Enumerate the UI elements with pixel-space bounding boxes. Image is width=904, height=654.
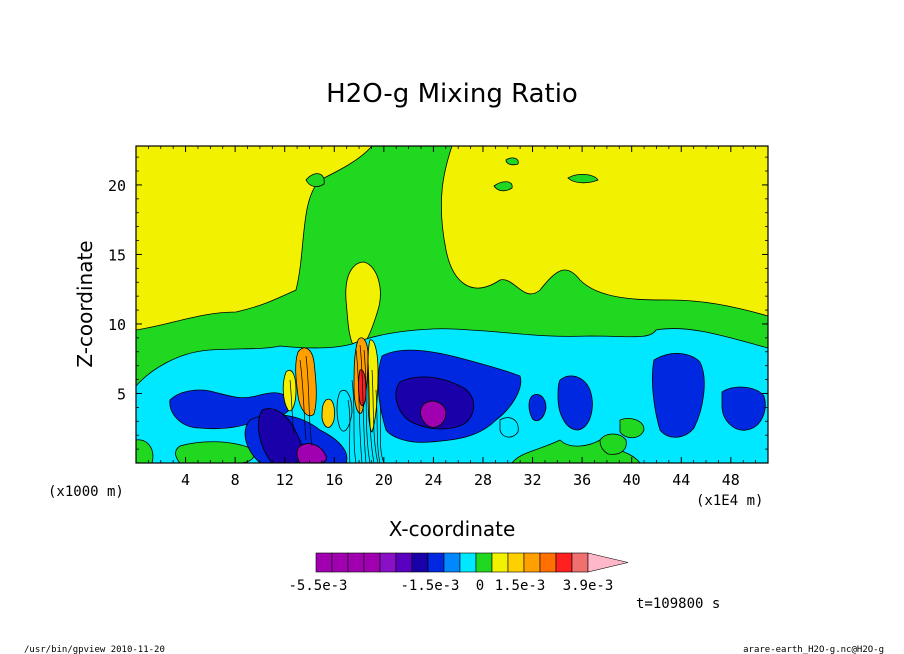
- contour-green-blob: [567, 174, 599, 184]
- x-tick-label: 4: [181, 471, 190, 489]
- x-axis-unit: (x1E4 m): [696, 493, 763, 509]
- colorbar-swatch: [523, 552, 541, 573]
- x-tick-label: 12: [276, 471, 294, 489]
- contour-blue-region: [721, 386, 766, 431]
- x-tick-label: 16: [325, 471, 343, 489]
- plot-frame: [135, 145, 769, 464]
- y-tick-label: 10: [108, 316, 126, 334]
- colorbar-labels: -5.5e-3 -1.5e-3 0 1.5e-3 3.9e-3: [288, 578, 613, 594]
- x-tick-label: 44: [672, 471, 690, 489]
- contour-blue-region: [557, 375, 593, 431]
- colorbar-swatch: [539, 552, 557, 573]
- colorbar-swatch: [315, 552, 333, 573]
- x-axis-label: X-coordinate: [389, 517, 516, 541]
- colorbar-label: 1.5e-3: [495, 578, 546, 594]
- y-tick-label: 20: [108, 177, 126, 195]
- colorbar-swatch: [571, 552, 589, 573]
- colorbar-swatch: [459, 552, 477, 573]
- x-tick-label: 32: [524, 471, 542, 489]
- colorbar-swatch: [347, 552, 365, 573]
- contour-green-pocket: [136, 439, 154, 463]
- y-axis-label: Z-coordinate: [73, 240, 97, 367]
- colorbar-swatch: [475, 552, 493, 573]
- colorbar-swatch: [331, 552, 349, 573]
- contour-green-pocket: [599, 433, 627, 455]
- colorbar-arrow: [587, 552, 629, 573]
- x-tick-label: 40: [623, 471, 641, 489]
- y-tick-label: 15: [108, 246, 126, 264]
- x-tick-label: 36: [573, 471, 591, 489]
- contour-green-blob: [505, 157, 519, 166]
- contour-yellow-core: [282, 369, 297, 412]
- contour-cyan-pocket: [499, 417, 519, 438]
- x-tick-label: 28: [474, 471, 492, 489]
- chart-title: H2O-g Mixing Ratio: [326, 79, 578, 109]
- footer-left: /usr/bin/gpview 2010-11-20: [24, 645, 165, 654]
- contour-purple-region: [420, 400, 447, 428]
- colorbar-label: 3.9e-3: [563, 578, 614, 594]
- colorbar: [315, 552, 629, 573]
- colorbar-swatch: [411, 552, 429, 573]
- colorbar-swatch: [555, 552, 573, 573]
- contour-yellow-plume: [345, 261, 381, 351]
- colorbar-swatch: [363, 552, 381, 573]
- contour-field: [136, 146, 768, 463]
- colorbar-label: -1.5e-3: [400, 578, 459, 594]
- x-tick-label: 24: [424, 471, 442, 489]
- contour-blue-region: [652, 353, 705, 438]
- x-axis: 4 8 12 16 20 24 28 32 36 40 44 48: [147, 146, 757, 489]
- colorbar-label: -5.5e-3: [288, 578, 347, 594]
- footer-right: arare-earth_H2O-g.nc@H2O-g: [743, 645, 884, 654]
- time-label: t=109800 s: [636, 596, 720, 612]
- contour-green-blob: [305, 173, 325, 188]
- colorbar-swatch: [507, 552, 525, 573]
- colorbar-swatch: [395, 552, 413, 573]
- colorbar-swatch: [491, 552, 509, 573]
- colorbar-label: 0: [476, 578, 484, 594]
- y-tick-label: 5: [117, 385, 126, 403]
- y-axis-unit: (x1000 m): [48, 484, 124, 500]
- contour-blue-region: [528, 394, 547, 422]
- colorbar-swatch: [427, 552, 445, 573]
- colorbar-swatch: [379, 552, 397, 573]
- x-tick-label: 48: [722, 471, 740, 489]
- contour-purple-region: [296, 443, 327, 463]
- contour-green-blob: [493, 181, 513, 192]
- x-tick-label: 8: [231, 471, 240, 489]
- y-axis: 5 10 15 20: [108, 156, 768, 450]
- contour-green-pocket: [175, 441, 255, 463]
- colorbar-swatch: [443, 552, 461, 573]
- contour-lines-core: [289, 344, 385, 463]
- contour-green-pocket: [619, 418, 645, 439]
- x-tick-label: 20: [375, 471, 393, 489]
- contour-orange-core: [321, 398, 335, 428]
